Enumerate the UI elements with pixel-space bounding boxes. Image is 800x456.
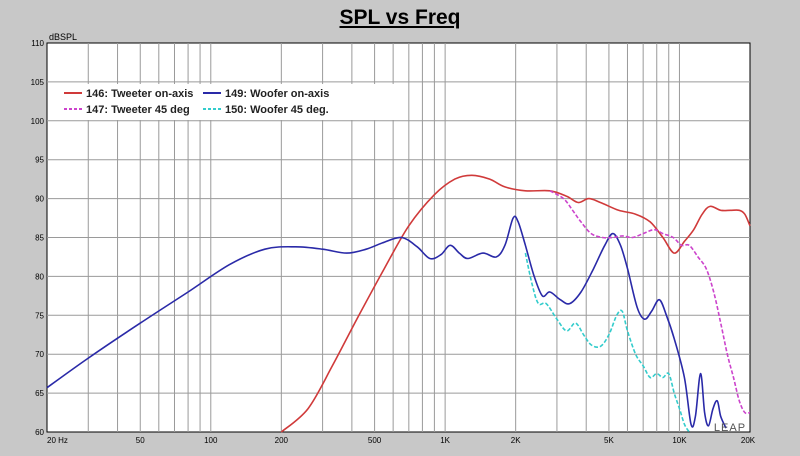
- y-tick-label: 85: [35, 234, 44, 243]
- y-tick-label: 75: [35, 311, 44, 320]
- axis-layer: 60 65 70 75 80 85 90 95 100 105 110 20 Hz 50 100 200 50…: [31, 39, 756, 445]
- y-tick-label: 100: [31, 117, 45, 126]
- y-tick-label: 110: [31, 39, 44, 48]
- legend: 146: Tweeter on-axis 149: Woofer on-axis 1…: [60, 84, 400, 120]
- x-tick-label: 500: [368, 436, 382, 445]
- series-line-3: [549, 190, 751, 415]
- y-tick-label: 105: [31, 78, 45, 87]
- legend-label: 146: Tweeter on-axis: [86, 88, 193, 100]
- x-tick-label: 10K: [672, 436, 687, 445]
- y-tick-label: 80: [35, 272, 44, 281]
- legend-label: 150: Woofer 45 deg.: [225, 104, 329, 116]
- x-tick-label: 50: [136, 436, 145, 445]
- legend-label: 149: Woofer on-axis: [225, 88, 329, 100]
- x-tick-label: 20K: [741, 436, 756, 445]
- series-line-4: [524, 252, 690, 433]
- legend-background: [60, 84, 400, 120]
- series-layer: [46, 174, 751, 433]
- x-tick-label: 100: [204, 436, 218, 445]
- x-tick-label: 5K: [604, 436, 614, 445]
- x-tick-label: 200: [275, 436, 289, 445]
- series-line-1: [280, 174, 751, 433]
- y-axis-label: dBSPL: [49, 32, 77, 42]
- leap-watermark: LEAP: [714, 422, 746, 434]
- x-tick-label: 20 Hz: [47, 436, 68, 445]
- x-tick-label: 1K: [440, 436, 450, 445]
- y-tick-label: 60: [35, 428, 44, 437]
- chart-title: SPL vs Freq: [339, 6, 461, 29]
- y-tick-label: 65: [35, 389, 44, 398]
- series-line-2: [46, 215, 727, 429]
- y-tick-label: 70: [35, 350, 44, 359]
- x-tick-label: 2K: [511, 436, 521, 445]
- y-tick-label: 90: [35, 195, 44, 204]
- legend-label: 147: Tweeter 45 deg: [86, 104, 190, 116]
- y-tick-label: 95: [35, 156, 44, 165]
